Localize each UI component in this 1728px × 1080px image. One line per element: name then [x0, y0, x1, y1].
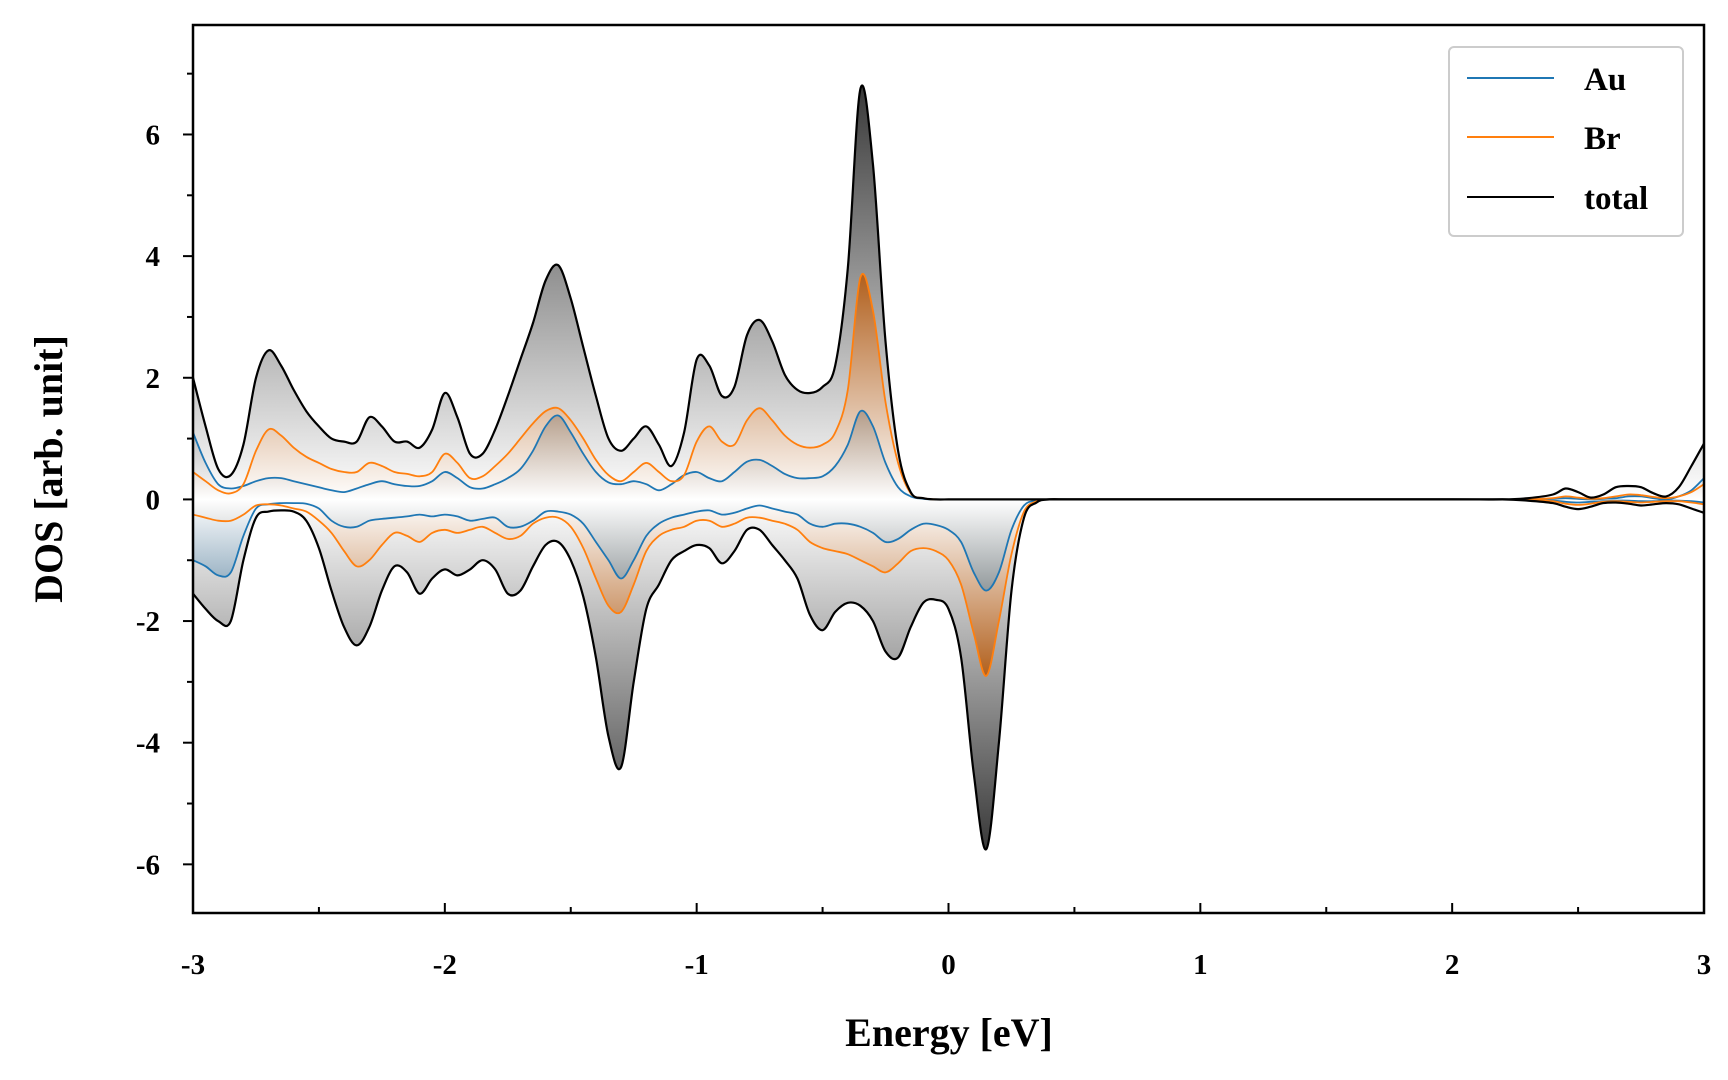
x-tick-label: -1	[685, 949, 709, 981]
y-axis-title: DOS [arb. unit]	[26, 335, 71, 603]
y-tick-label: 6	[146, 119, 161, 151]
fill-areas	[193, 85, 1704, 850]
x-axis-title: Energy [eV]	[845, 1010, 1053, 1055]
y-tick-label: -4	[136, 728, 160, 760]
x-tick-label: 0	[941, 949, 956, 981]
y-tick-label: -2	[136, 606, 160, 638]
x-tick-label: 3	[1697, 949, 1712, 981]
legend-box	[1448, 46, 1684, 237]
x-tick-label: 2	[1445, 949, 1460, 981]
y-tick-label: 4	[146, 241, 161, 273]
total-down-line	[193, 498, 1704, 851]
x-tick-label: -3	[181, 949, 205, 981]
legend-label-total: total	[1584, 181, 1648, 217]
y-axis-ticks: -6 -4 -2 0 2 4 6	[136, 72, 193, 881]
legend-label-au: Au	[1584, 62, 1626, 98]
y-tick-label: -6	[136, 849, 160, 881]
y-tick-label: 0	[146, 484, 161, 516]
total-up-fill	[193, 85, 1704, 500]
au-down-fill	[193, 499, 1704, 591]
x-tick-label: -2	[433, 949, 457, 981]
x-tick-label: 1	[1193, 949, 1208, 981]
legend-label-br: Br	[1584, 121, 1621, 157]
x-axis-ticks: -3 -2 -1 0 1 2 3	[181, 903, 1711, 981]
y-tick-label: 2	[146, 363, 161, 395]
legend: Au Br total	[1448, 46, 1684, 237]
series-lines	[193, 84, 1704, 851]
